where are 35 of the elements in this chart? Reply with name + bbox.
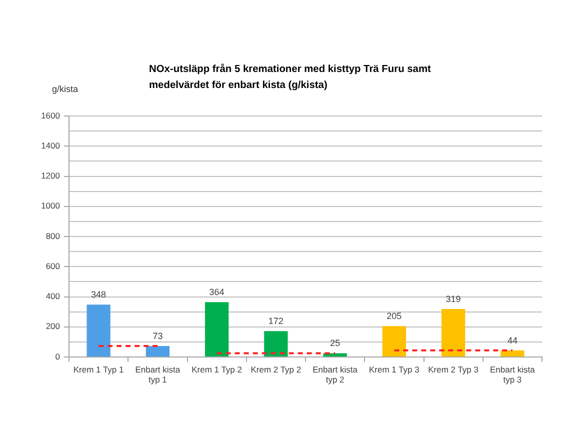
x-tick-label: Krem 1 Typ 3 xyxy=(368,364,420,374)
data-label: 364 xyxy=(209,287,224,298)
bar xyxy=(264,331,288,356)
bar xyxy=(500,350,524,356)
y-tick-label: 200 xyxy=(46,321,60,332)
x-tick-label: Krem 1 Typ 1 xyxy=(73,364,124,374)
y-axis-title: g/kista xyxy=(52,84,78,94)
x-tick-label: Enbart kista typ 2 xyxy=(312,364,358,385)
x-tick-label: Krem 1 Typ 2 xyxy=(192,364,242,374)
y-tick-label: 800 xyxy=(46,230,60,241)
x-tick-label: Krem 2 Typ 3 xyxy=(428,364,479,374)
y-tick-label: 1600 xyxy=(41,110,60,120)
bar xyxy=(441,308,466,356)
bar xyxy=(382,326,406,356)
data-label: 73 xyxy=(152,330,163,341)
x-tick-label: Enbart kista typ 3 xyxy=(490,364,536,385)
y-tick-label: 400 xyxy=(46,291,60,302)
x-tick-label: Krem 2 Typ 2 xyxy=(250,364,302,374)
bar xyxy=(204,302,229,356)
data-label: 25 xyxy=(330,338,340,348)
chart-title: NOx-utsläpp från 5 kremationer med kisttyp Trä Furu samt medelvärdet för enbart kista (g/kista) xyxy=(149,62,432,93)
y-tick-label: 600 xyxy=(46,260,60,271)
y-tick-label: 0 xyxy=(55,351,60,362)
x-tick-label: Enbart kista typ 1 xyxy=(135,364,180,385)
bar xyxy=(323,353,347,356)
data-label: 44 xyxy=(507,335,518,346)
bar xyxy=(146,346,170,356)
y-tick-label: 1400 xyxy=(41,140,60,150)
y-tick-label: 1200 xyxy=(41,170,60,181)
data-label: 205 xyxy=(386,311,402,322)
data-label: 319 xyxy=(446,294,461,304)
data-label: 172 xyxy=(268,316,284,326)
data-label: 348 xyxy=(91,290,106,300)
y-tick-label: 1000 xyxy=(41,200,60,211)
bar xyxy=(86,304,110,356)
